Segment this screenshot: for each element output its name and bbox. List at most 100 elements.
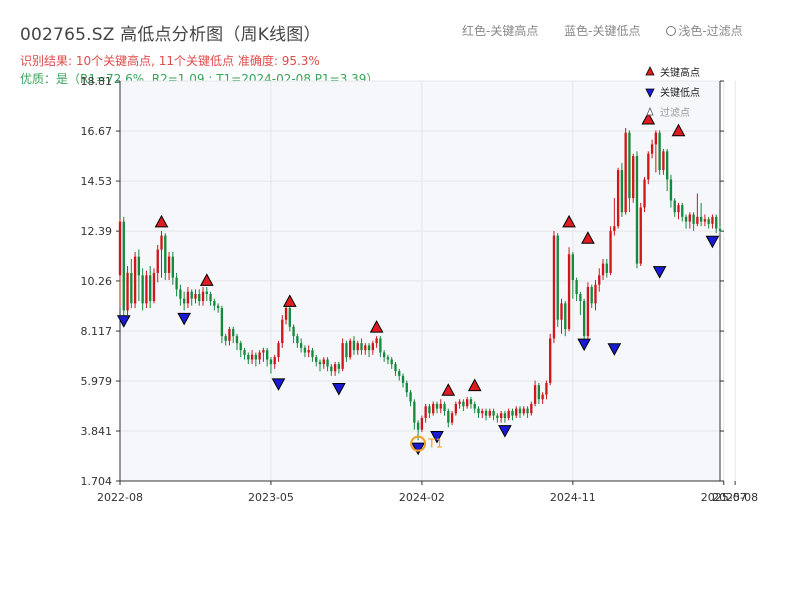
- key-low-marker: [430, 430, 444, 444]
- candle-body: [684, 216, 688, 222]
- candle-body: [330, 366, 333, 372]
- candle-body: [545, 382, 548, 395]
- candle-body: [122, 221, 125, 311]
- candle-body: [628, 132, 631, 199]
- candle-body: [269, 359, 273, 365]
- t1-ring: [410, 435, 427, 452]
- candle-body: [322, 359, 325, 365]
- candle-body: [126, 272, 129, 311]
- candle-body: [386, 357, 390, 360]
- candle-body: [337, 364, 341, 369]
- y-tick-label: 10.26: [81, 275, 113, 288]
- candle-body: [367, 345, 371, 351]
- candle-body: [473, 403, 476, 409]
- candle-body: [605, 263, 608, 273]
- candle-body: [458, 401, 461, 404]
- candle-body: [326, 359, 329, 367]
- candle-body: [571, 254, 574, 280]
- candle-body: [171, 256, 174, 278]
- key-high-marker: [467, 378, 482, 392]
- candle-body: [345, 343, 348, 358]
- candle-body: [677, 205, 680, 213]
- candle-body: [518, 408, 522, 414]
- candle-body: [560, 303, 563, 320]
- candle-body: [152, 272, 156, 302]
- candle-body: [232, 329, 235, 337]
- candle-body: [428, 406, 431, 414]
- key-low-marker: [607, 343, 622, 356]
- candle-body: [613, 226, 616, 231]
- x-tick-label: 2025-08: [712, 491, 758, 504]
- candle-body: [216, 305, 220, 309]
- candle-body: [356, 343, 359, 351]
- candle-body: [526, 408, 529, 414]
- candle-body: [549, 338, 552, 383]
- key-high-marker: [441, 383, 456, 396]
- y-tick-label: 5.979: [81, 375, 113, 388]
- x-tick-label: 2024-11: [550, 491, 596, 504]
- candle-body: [292, 326, 295, 337]
- key-low-marker: [498, 425, 512, 438]
- candle-body: [284, 308, 288, 320]
- legend-entry-label: 过滤点: [660, 106, 690, 119]
- candle-body: [130, 272, 133, 304]
- candle-body: [311, 350, 314, 358]
- candle-body: [688, 214, 691, 222]
- candle-body: [609, 230, 612, 273]
- candle-body: [673, 200, 676, 213]
- candle-body: [164, 235, 167, 273]
- y-tick-label: 8.117: [81, 325, 113, 338]
- candle-body: [530, 403, 533, 414]
- candle-body: [632, 156, 635, 199]
- candle-body: [254, 354, 258, 360]
- key-low-marker: [332, 383, 346, 396]
- candle-body: [224, 336, 227, 341]
- y-tick-label: 1.704: [81, 475, 113, 488]
- y-tick-label: 3.841: [81, 425, 113, 438]
- candle-body: [590, 287, 593, 304]
- x-tick-label: 2023-05: [248, 491, 294, 504]
- candle-body: [352, 340, 356, 351]
- candle-body: [594, 284, 597, 304]
- candle-body: [220, 308, 224, 337]
- candle-body: [341, 343, 344, 369]
- legend-light-text: 浅色-过滤点: [678, 24, 743, 38]
- candle-body: [424, 406, 427, 418]
- candle-body: [515, 408, 518, 416]
- candle-body: [137, 256, 141, 276]
- candle-body: [299, 343, 303, 348]
- candle-body: [658, 132, 661, 171]
- candle-body: [235, 336, 239, 344]
- candle-body: [499, 413, 503, 418]
- candle-body: [205, 291, 208, 295]
- candle-body: [145, 275, 148, 304]
- candle-body: [209, 294, 212, 302]
- candle-body: [439, 403, 442, 409]
- candle-body: [666, 151, 669, 180]
- candle-body: [250, 354, 254, 360]
- key-high-marker: [282, 294, 297, 307]
- candle-body: [552, 235, 556, 339]
- top-legend: 红色-关键高点 蓝色-关键低点 浅色-过滤点: [462, 22, 765, 39]
- candle-body: [579, 294, 582, 302]
- candle-body: [432, 403, 435, 414]
- candle-body: [647, 153, 650, 180]
- candle-body: [564, 303, 567, 330]
- candle-body: [522, 408, 525, 414]
- candle-body: [315, 357, 318, 362]
- candle-body: [160, 235, 163, 250]
- candle-body: [598, 275, 601, 285]
- key-low-marker: [271, 378, 286, 391]
- x-tick-label: 2025-07: [701, 491, 747, 504]
- key-high-marker: [581, 231, 595, 244]
- candle-body: [247, 354, 250, 360]
- candle-body: [409, 392, 412, 402]
- candle-body: [718, 228, 722, 231]
- candle-body: [118, 221, 122, 276]
- t1-label: T1: [427, 437, 443, 451]
- candle-body: [537, 385, 541, 400]
- candle-body: [390, 359, 393, 365]
- candle-body: [194, 294, 197, 299]
- y-tick-label: 12.39: [81, 225, 113, 238]
